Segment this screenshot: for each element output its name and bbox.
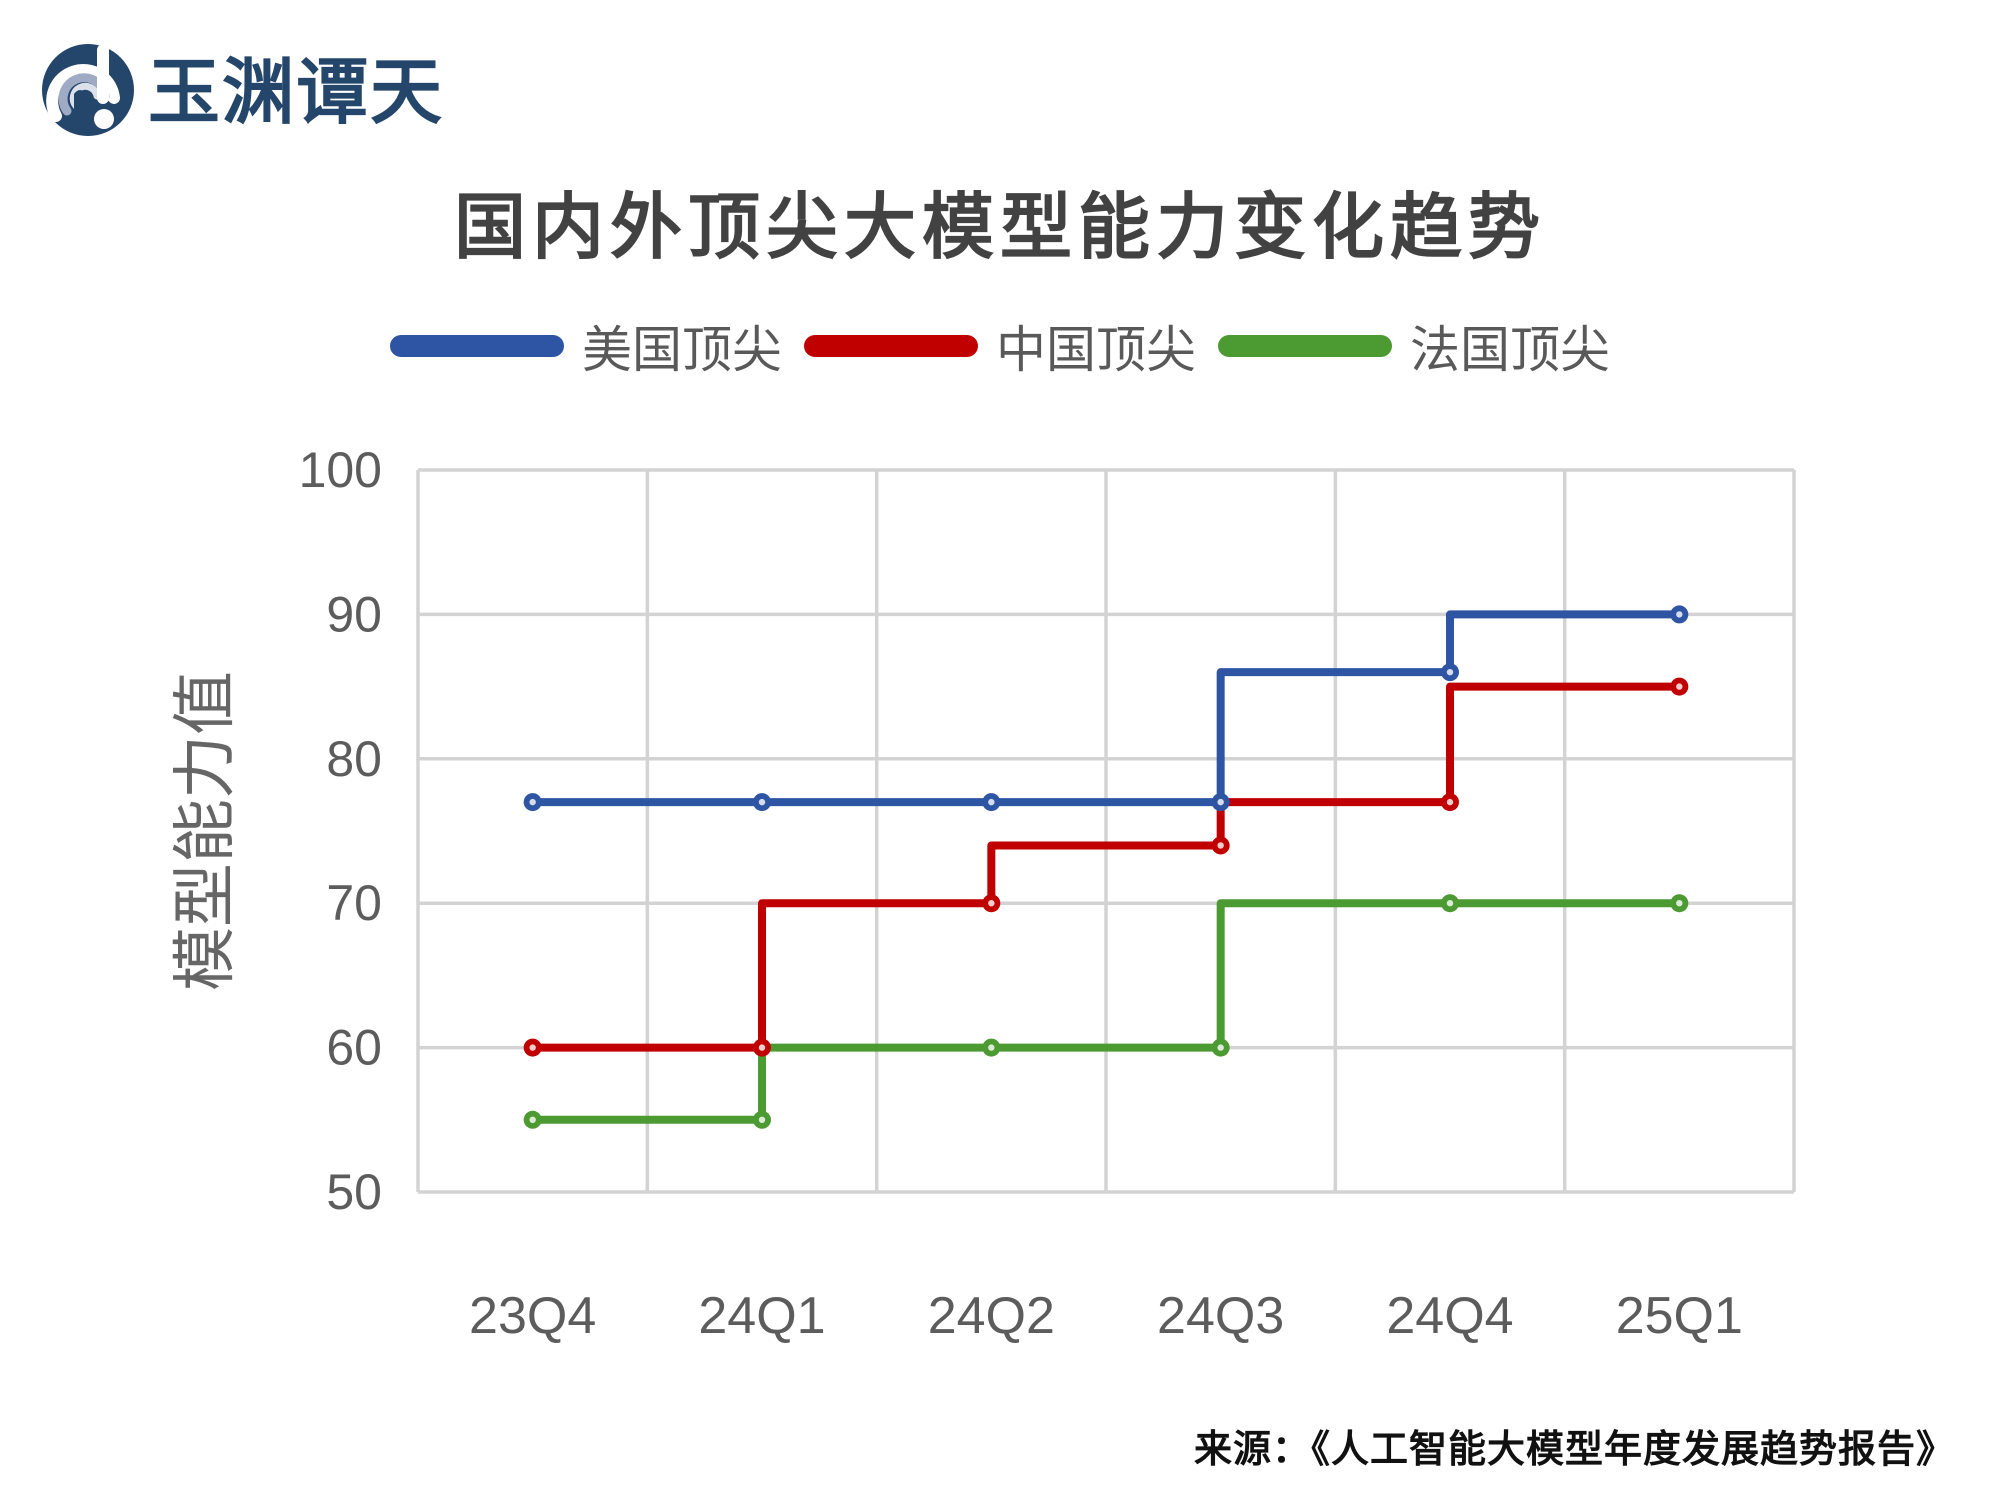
axis-labels: 100 90 80 70 60 50 23Q4 24Q1 24Q2 24Q3 24Q4 25Q1 [299,442,1743,1345]
data-point-marker-center [988,798,995,806]
data-point-marker-center [1446,798,1454,806]
logo-swirl-inner [69,82,101,110]
data-point-marker-center [1446,900,1454,907]
legend-swatch [804,335,978,357]
data-point-marker-center [1676,900,1683,907]
legend-item: 美国顶尖 [390,310,782,382]
brand-logo-icon [42,44,134,136]
legend-swatch [1218,335,1392,357]
source-text: 来源：《人工智能大模型年度发展趋势报告》 [1193,1429,1955,1471]
legend-label: 中国顶尖 [996,322,1196,378]
logo-exclamation-bar [97,44,109,104]
y-tick-label: 100 [299,442,382,498]
logo-exclamation-dot [94,109,114,129]
y-tick-label: 80 [326,731,382,787]
legend-item: 法国顶尖 [1218,310,1610,382]
data-point-marker-center [1217,798,1224,806]
gridlines [416,468,1796,1194]
data-point-marker-center [1676,611,1683,618]
data-point-marker-center [529,1116,536,1124]
y-tick-label: 60 [326,1020,382,1076]
data-point-marker-center [758,1116,766,1124]
data-point-marker-center [1446,668,1454,676]
data-point-marker-center [758,1044,766,1051]
data-point-marker-center [988,1044,995,1051]
legend-label: 法国顶尖 [1410,322,1610,378]
legend: 美国顶尖 中国顶尖 法国顶尖 [0,318,2000,378]
x-tick-label: 24Q3 [1157,1287,1284,1345]
data-point-marker-center [529,798,536,806]
series-line-美国顶尖 [528,610,1684,807]
brand-logo-text: 玉渊谭天 [148,53,445,133]
x-tick-label: 25Q1 [1616,1287,1743,1345]
data-point-marker-center [1676,683,1683,690]
x-tick-label: 23Q4 [469,1287,596,1345]
y-tick-label: 70 [326,875,382,931]
series-line-法国顶尖 [528,899,1684,1124]
marker-layer [523,605,1689,1129]
series-line-中国顶尖 [528,682,1684,1052]
data-point-marker-center [1217,842,1224,849]
legend-item: 中国顶尖 [804,310,1196,382]
data-point-marker-center [758,798,766,806]
legend-swatch [390,335,564,357]
legend-label: 美国顶尖 [582,322,782,378]
x-tick-label: 24Q1 [698,1287,825,1345]
x-tick-label: 24Q4 [1386,1287,1513,1345]
logo-silhouette [74,90,86,110]
y-axis-title: 模型能力值 [169,671,241,991]
y-tick-label: 90 [326,586,382,642]
data-point-marker-center [1217,1044,1224,1051]
data-point-marker-center [988,900,995,907]
series-layer [528,610,1684,1124]
chart-title: 国内外顶尖大模型能力变化趋势 [453,188,1546,268]
data-point-marker-center [529,1044,536,1051]
x-tick-label: 24Q2 [928,1287,1055,1345]
y-tick-label: 50 [326,1164,382,1220]
